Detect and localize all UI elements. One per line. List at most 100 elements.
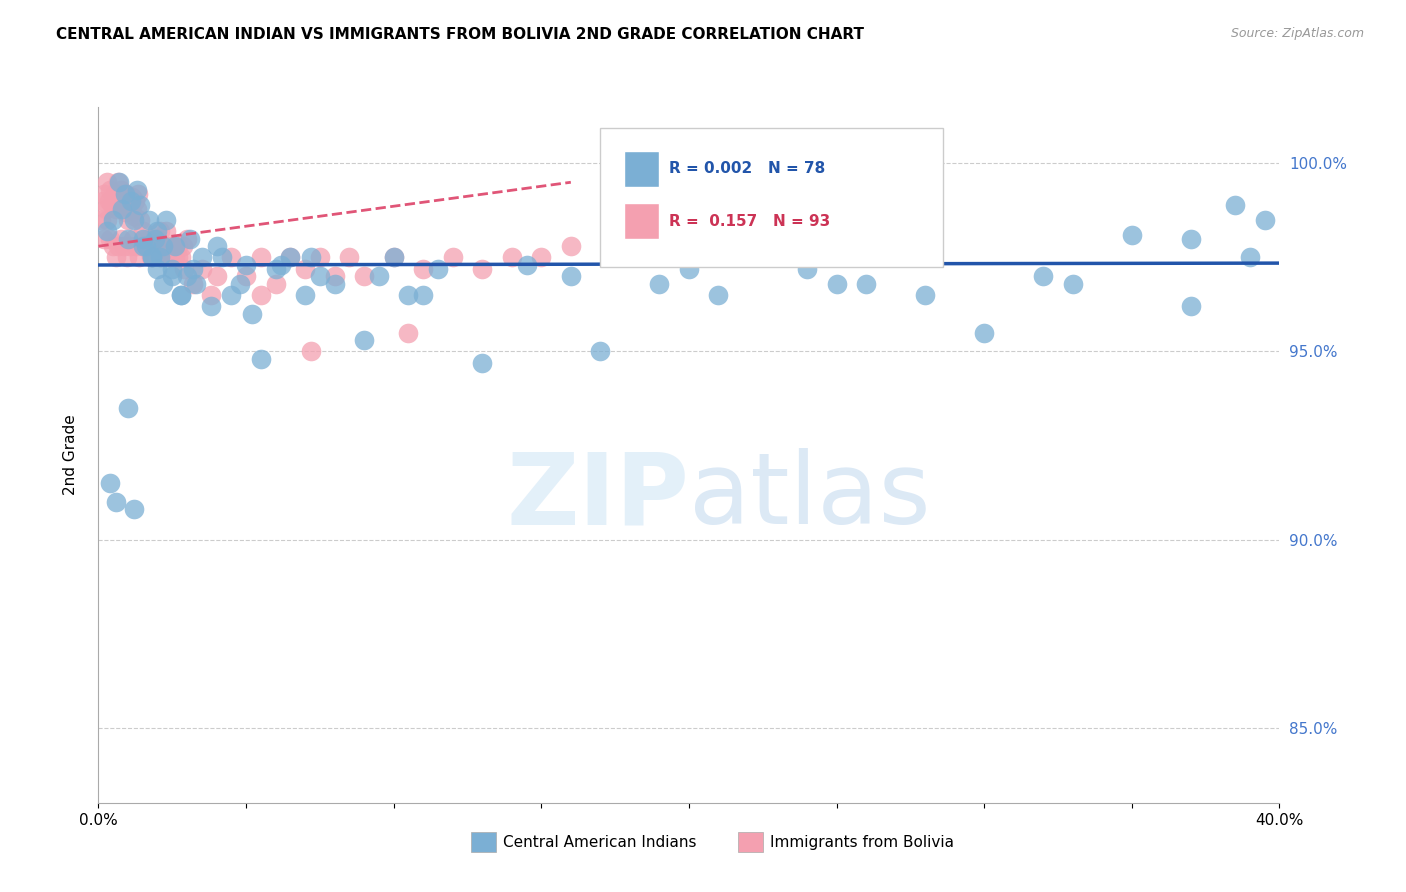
Point — [96, 212, 118, 227]
Point — [141, 251, 163, 265]
Point — [120, 239, 142, 253]
Point — [240, 307, 263, 321]
Point — [143, 232, 166, 246]
Point — [98, 476, 121, 491]
Point — [184, 277, 207, 291]
Point — [120, 202, 142, 216]
Point — [146, 232, 169, 246]
Y-axis label: 2nd Grade: 2nd Grade — [63, 415, 77, 495]
Point — [157, 251, 180, 265]
Point — [589, 344, 612, 359]
Point — [309, 269, 332, 284]
Point — [176, 232, 198, 246]
Point — [138, 212, 160, 227]
Point — [167, 251, 190, 265]
Point — [117, 401, 139, 415]
Point — [294, 261, 316, 276]
Point — [250, 288, 273, 302]
Point — [166, 239, 188, 253]
Point — [91, 194, 114, 208]
Point — [162, 269, 183, 284]
Point — [115, 186, 138, 201]
Point — [973, 326, 995, 340]
Point — [914, 288, 936, 302]
Point — [179, 232, 201, 246]
Point — [162, 261, 183, 276]
Point — [441, 251, 464, 265]
Point — [501, 251, 523, 265]
Point — [114, 186, 136, 201]
Point — [125, 202, 148, 216]
Point — [278, 251, 302, 265]
Point — [122, 209, 145, 223]
Point — [1254, 212, 1277, 227]
Point — [152, 277, 174, 291]
Point — [264, 261, 287, 276]
Point — [264, 277, 287, 291]
Point — [132, 224, 155, 238]
Point — [141, 251, 163, 265]
Point — [299, 344, 322, 359]
Point — [143, 239, 166, 253]
Point — [250, 351, 273, 366]
Point — [162, 239, 183, 253]
Point — [323, 277, 346, 291]
Point — [353, 333, 375, 347]
Point — [110, 183, 132, 197]
Point — [163, 251, 186, 265]
Point — [516, 258, 538, 272]
Point — [530, 251, 553, 265]
Point — [353, 269, 375, 284]
Point — [128, 251, 150, 265]
Point — [155, 212, 177, 227]
Point — [135, 239, 157, 253]
Point — [382, 251, 405, 265]
Point — [427, 261, 450, 276]
Point — [211, 251, 233, 265]
Point — [560, 239, 582, 253]
Point — [155, 239, 177, 253]
Point — [181, 261, 204, 276]
Point — [98, 232, 121, 246]
Point — [138, 232, 160, 246]
Point — [96, 175, 118, 189]
Point — [125, 183, 148, 197]
Point — [1239, 251, 1261, 265]
Point — [112, 239, 135, 253]
Point — [221, 288, 243, 302]
Point — [1180, 299, 1202, 313]
Point — [205, 239, 228, 253]
Text: CENTRAL AMERICAN INDIAN VS IMMIGRANTS FROM BOLIVIA 2ND GRADE CORRELATION CHART: CENTRAL AMERICAN INDIAN VS IMMIGRANTS FR… — [56, 27, 865, 42]
Point — [124, 194, 146, 208]
Point — [412, 288, 434, 302]
Point — [122, 212, 145, 227]
Point — [170, 288, 193, 302]
Point — [136, 239, 159, 253]
Point — [121, 190, 143, 204]
Bar — [624, 151, 659, 187]
Point — [101, 239, 124, 253]
Point — [825, 277, 848, 291]
Point — [173, 261, 195, 276]
Point — [250, 251, 273, 265]
Point — [108, 194, 131, 208]
Point — [181, 277, 204, 291]
Point — [107, 175, 129, 189]
Point — [170, 288, 193, 302]
Point — [117, 232, 139, 246]
Point — [132, 239, 155, 253]
Point — [160, 239, 183, 253]
Point — [122, 502, 145, 516]
Point — [299, 251, 322, 265]
Point — [135, 239, 157, 253]
Point — [560, 269, 582, 284]
Point — [146, 261, 169, 276]
Point — [146, 232, 169, 246]
Point — [103, 212, 125, 227]
Text: atlas: atlas — [689, 448, 931, 545]
Point — [471, 261, 494, 276]
Point — [1180, 232, 1202, 246]
Point — [149, 251, 172, 265]
Point — [117, 212, 139, 227]
Point — [172, 239, 194, 253]
